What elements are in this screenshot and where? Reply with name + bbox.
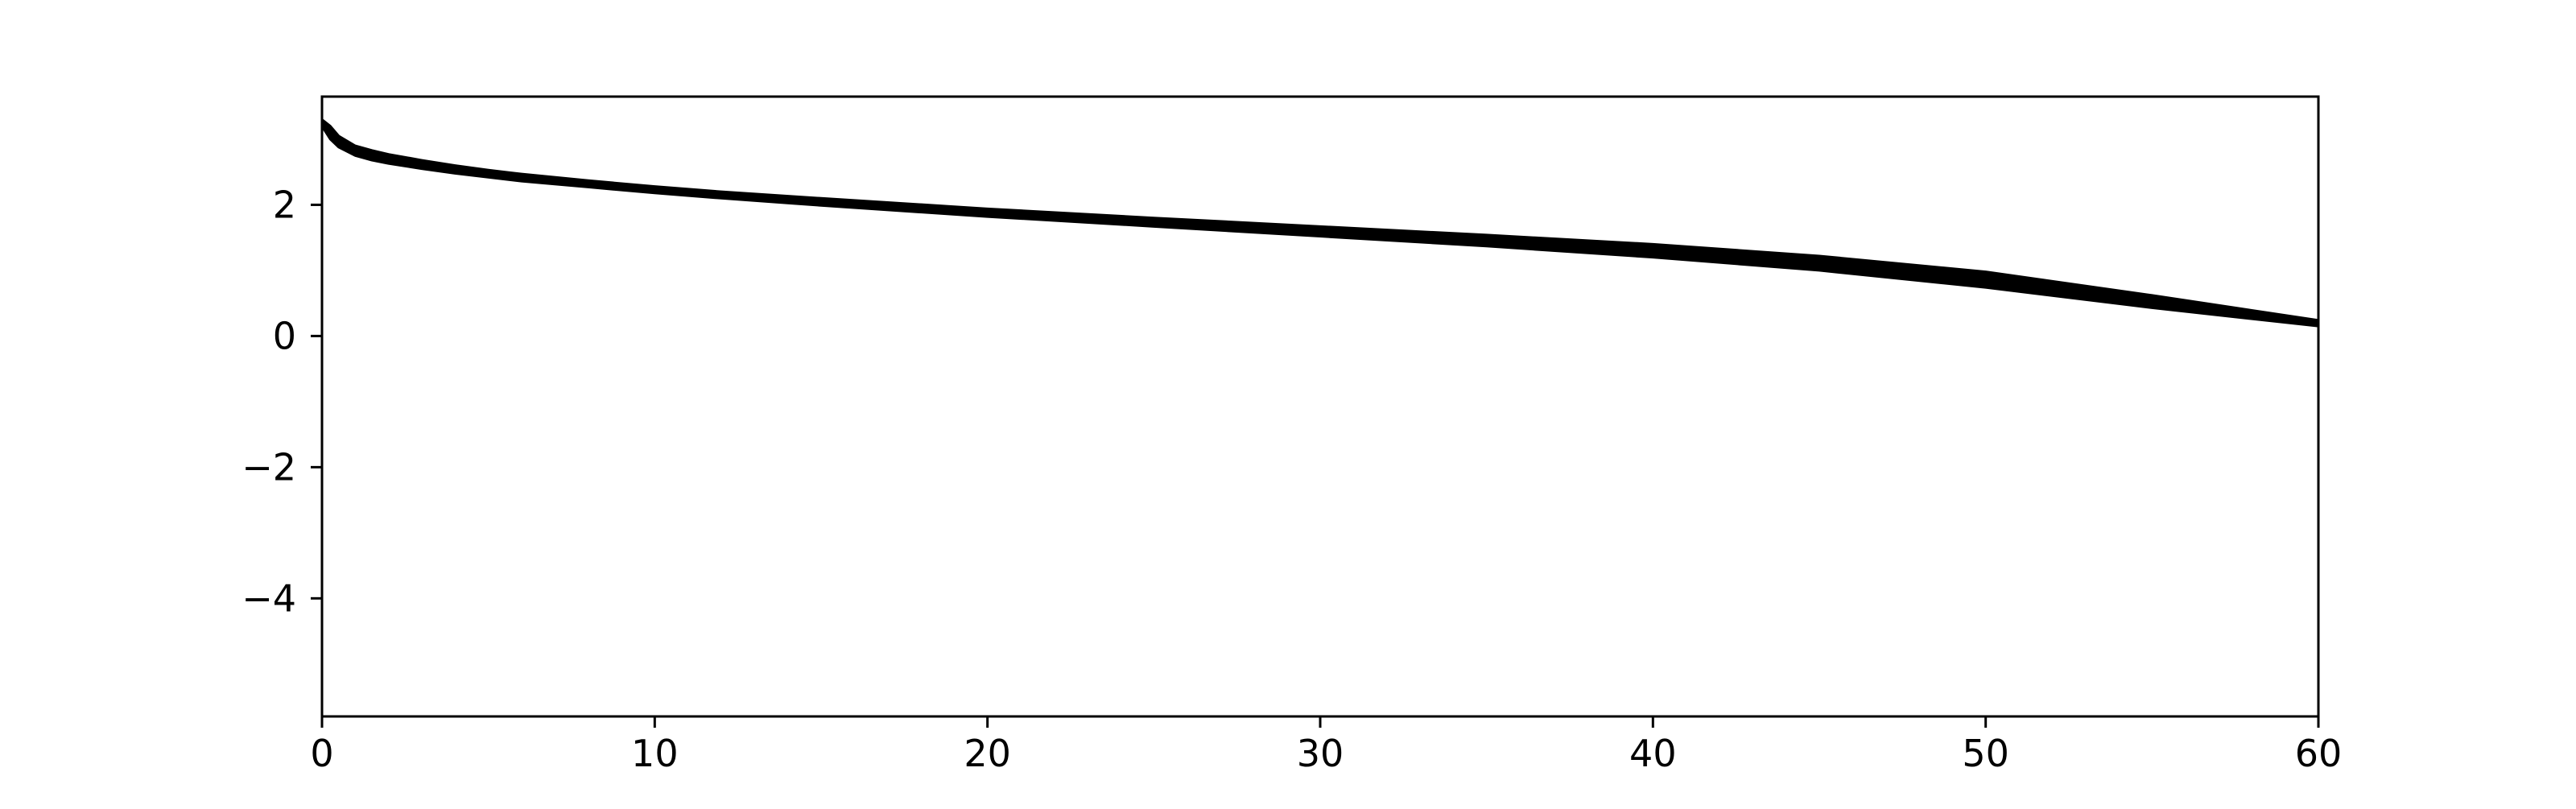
y-tick-label--4: −4	[242, 576, 296, 620]
x-tick-label-10: 10	[631, 732, 679, 775]
y-tick-label--2: −2	[242, 445, 296, 489]
x-tick-label-30: 30	[1297, 732, 1344, 775]
x-tick-label-0: 0	[310, 732, 333, 775]
y-tick-label-0: 0	[273, 314, 296, 357]
x-tick-label-40: 40	[1629, 732, 1677, 775]
x-tick-label-50: 50	[1962, 732, 2009, 775]
x-tick-label-60: 60	[2295, 732, 2343, 775]
y-tick-label-2: 2	[273, 183, 296, 226]
x-tick-label-20: 20	[964, 732, 1011, 775]
